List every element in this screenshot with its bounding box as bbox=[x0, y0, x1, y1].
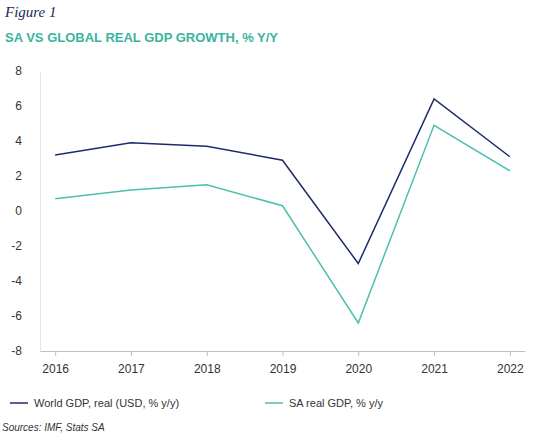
y-tick: 2 bbox=[15, 169, 40, 183]
y-tick-label: 4 bbox=[15, 134, 22, 148]
x-tick-label: 2022 bbox=[497, 362, 524, 376]
x-tick: 2021 bbox=[421, 351, 448, 376]
y-tick-label: 6 bbox=[15, 99, 22, 113]
legend-swatch bbox=[265, 402, 283, 404]
x-tick-mark bbox=[510, 351, 511, 356]
y-tick-label: 2 bbox=[15, 169, 22, 183]
figure-label: Figure 1 bbox=[4, 4, 57, 20]
x-tick-label: 2018 bbox=[194, 362, 221, 376]
y-tick: 8 bbox=[15, 64, 40, 78]
y-tick-label: -8 bbox=[11, 344, 22, 358]
x-tick: 2017 bbox=[118, 351, 145, 376]
x-tick: 2019 bbox=[270, 351, 297, 376]
x-tick-label: 2021 bbox=[421, 362, 448, 376]
legend-label: World GDP, real (USD, % y/y) bbox=[34, 397, 179, 409]
title: SA VS GLOBAL REAL GDP GROWTH, % Y/Y bbox=[5, 30, 278, 45]
y-axis-line bbox=[40, 72, 41, 352]
x-tick-mark bbox=[283, 351, 284, 356]
x-tick: 2018 bbox=[194, 351, 221, 376]
y-tick-label: -4 bbox=[11, 274, 22, 288]
x-tick: 2020 bbox=[345, 351, 372, 376]
x-tick-mark bbox=[358, 351, 359, 356]
legend-label: SA real GDP, % y/y bbox=[289, 397, 383, 409]
y-tick: 0 bbox=[15, 204, 40, 218]
y-axis: -8 -6 -4 -2 0 2 4 6 8 bbox=[11, 64, 40, 358]
plot-area bbox=[55, 99, 510, 323]
y-tick: 4 bbox=[15, 134, 40, 148]
x-tick-label: 2019 bbox=[270, 362, 297, 376]
y-tick-label: -6 bbox=[11, 309, 22, 323]
x-axis: 2016 2017 2018 2019 2020 2021 2022 bbox=[41, 351, 526, 376]
y-tick: 6 bbox=[15, 99, 40, 113]
x-tick-mark bbox=[207, 351, 208, 356]
chart: Figure 1 SA VS GLOBAL REAL GDP GROWTH, % … bbox=[0, 0, 538, 437]
legend-item: SA real GDP, % y/y bbox=[265, 397, 383, 409]
x-tick-label: 2017 bbox=[118, 362, 145, 376]
y-tick-label: 0 bbox=[15, 204, 22, 218]
x-tick: 2016 bbox=[42, 351, 69, 376]
legend: World GDP, real (USD, % y/y) SA real GDP,… bbox=[10, 397, 383, 409]
y-tick: -4 bbox=[11, 274, 40, 288]
series-line bbox=[55, 125, 510, 323]
x-tick: 2022 bbox=[497, 351, 524, 376]
y-tick: -6 bbox=[11, 309, 40, 323]
source: Sources: IMF, Stats SA bbox=[2, 422, 105, 433]
x-tick-mark bbox=[131, 351, 132, 356]
legend-item: World GDP, real (USD, % y/y) bbox=[10, 397, 179, 409]
y-tick: -8 bbox=[11, 344, 40, 358]
y-tick: -2 bbox=[11, 239, 40, 253]
x-tick-mark bbox=[55, 351, 56, 356]
x-tick-label: 2016 bbox=[42, 362, 69, 376]
x-tick-label: 2020 bbox=[345, 362, 372, 376]
series-line bbox=[55, 99, 510, 264]
x-tick-mark bbox=[434, 351, 435, 356]
y-tick-label: -2 bbox=[11, 239, 22, 253]
y-tick-label: 8 bbox=[15, 64, 22, 78]
legend-swatch bbox=[10, 402, 28, 404]
